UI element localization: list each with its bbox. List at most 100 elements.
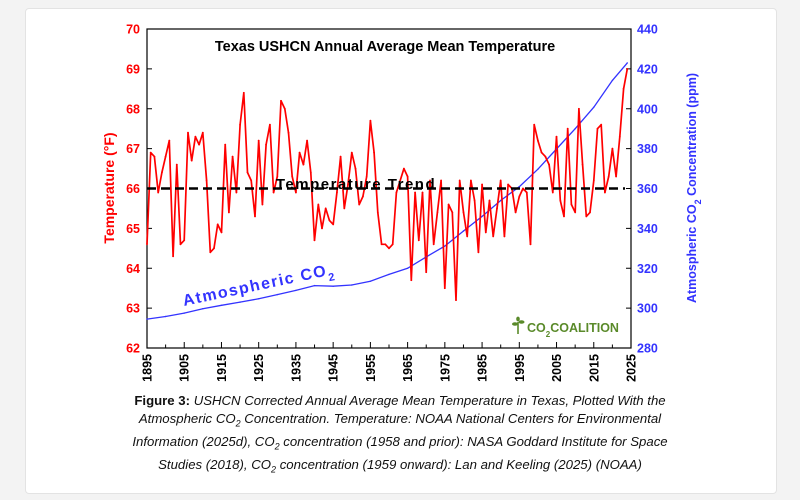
right-tick-label: 400	[637, 102, 658, 116]
temperature-point	[425, 271, 428, 274]
temperature-point	[257, 139, 260, 142]
temperature-point	[388, 247, 390, 250]
right-axis-ticks: 280 300 320 340 360 380 400 420 440	[626, 23, 658, 356]
temperature-point	[581, 163, 584, 166]
co2-point	[481, 215, 483, 218]
caption-text-4b: concentration (1959 onward): Lan and Kee…	[276, 456, 642, 472]
temperature-point	[339, 155, 342, 158]
temperature-point	[172, 255, 175, 258]
temperature-point	[321, 227, 323, 230]
temperature-point	[522, 187, 524, 190]
temperature-point	[447, 203, 450, 206]
temperature-point	[391, 243, 394, 246]
caption-line-4: Studies (2018), CO2 concentration (1959 …	[40, 456, 760, 479]
temperature-point	[563, 215, 565, 218]
co2-point	[220, 304, 223, 306]
co2-point	[295, 289, 297, 292]
temperature-point	[354, 167, 357, 170]
temperature-point	[161, 171, 163, 174]
temperature-point	[429, 179, 431, 182]
temperature-point	[276, 175, 279, 178]
temperature-point	[496, 207, 498, 210]
temperature-point	[395, 191, 398, 194]
temperature-point	[198, 143, 201, 146]
temperature-point	[421, 191, 424, 194]
x-tick-label: 1995	[513, 354, 527, 382]
temperature-point	[548, 163, 550, 166]
temperature-point	[466, 235, 469, 238]
caption-line-2: Atmospheric CO2 Concentration. Temperatu…	[40, 410, 760, 433]
temperature-point	[306, 139, 308, 142]
temperature-point	[149, 151, 152, 154]
temperature-point	[250, 179, 253, 182]
right-tick-label: 300	[637, 302, 658, 316]
chart-title: Texas USHCN Annual Average Mean Temperat…	[215, 39, 555, 55]
left-tick-label: 70	[126, 23, 140, 37]
temperature-point	[578, 107, 580, 110]
temperature-point	[164, 155, 167, 158]
temperature-point	[618, 135, 621, 138]
temperature-point	[239, 123, 242, 126]
temperature-point	[503, 235, 506, 238]
temperature-point	[205, 179, 208, 182]
temperature-point	[201, 131, 204, 134]
co2-point	[500, 199, 502, 202]
temperature-point	[529, 243, 532, 246]
x-tick-label: 2005	[550, 354, 564, 382]
co2-point	[388, 273, 390, 276]
right-tick-label: 320	[637, 262, 658, 276]
temperature-point	[369, 119, 372, 122]
caption-sub-3: 2	[274, 441, 280, 452]
x-tick-label: 1895	[141, 354, 155, 382]
logo-text: CO2COALITION	[527, 321, 619, 339]
x-axis-ticks: 1895 1905 1915 1925 1935 1945 1955 1965 1975 1985…	[141, 342, 639, 382]
temperature-point	[153, 155, 156, 158]
temperature-point	[295, 191, 297, 194]
temperature-point	[462, 211, 465, 214]
temperature-point	[399, 179, 402, 182]
right-tick-label: 420	[637, 62, 658, 76]
figure-card	[25, 8, 777, 494]
left-axis-label: Temperature (°F)	[101, 132, 117, 243]
caption-line-1: Figure 3: USHCN Corrected Annual Average…	[40, 392, 760, 410]
temperature-point	[451, 211, 454, 214]
temperature-point	[611, 147, 614, 150]
temperature-point	[332, 223, 335, 226]
temperature-point	[380, 243, 383, 246]
temperature-point	[440, 179, 442, 182]
temperature-point	[410, 279, 413, 282]
co2-point	[425, 256, 427, 258]
co2-point	[332, 285, 334, 287]
x-tick-label: 1955	[364, 354, 378, 382]
temperature-points	[146, 68, 629, 301]
co2-point	[462, 230, 465, 232]
temperature-point	[622, 87, 625, 90]
temperature-point	[574, 211, 577, 214]
temperature-point	[324, 207, 327, 210]
co2-point	[239, 301, 241, 303]
temperature-point	[589, 211, 591, 214]
temperature-point	[235, 191, 238, 194]
temperature-point	[488, 199, 491, 202]
temperature-point	[373, 151, 375, 154]
caption-line-3: Information (2025d), CO2 concentration (…	[40, 433, 760, 456]
temperature-point	[224, 143, 227, 146]
temperature-point	[313, 239, 316, 242]
plant-icon	[512, 316, 525, 334]
co2-point	[444, 245, 446, 247]
temperature-co2-chart: Texas USHCN Annual Average Mean Temperat…	[101, 23, 703, 382]
temperature-point	[362, 195, 364, 198]
co2-point	[258, 298, 260, 300]
co2-points	[146, 62, 628, 320]
temperature-point	[246, 171, 249, 174]
right-tick-label: 440	[637, 23, 658, 37]
temperature-point	[570, 203, 573, 206]
temperature-point	[406, 175, 409, 178]
temperature-point	[473, 199, 476, 202]
x-tick-label: 1915	[215, 354, 229, 382]
co2-point	[537, 168, 539, 170]
co2-point	[146, 318, 148, 320]
left-tick-label: 69	[126, 62, 140, 76]
co2-point	[555, 148, 558, 150]
